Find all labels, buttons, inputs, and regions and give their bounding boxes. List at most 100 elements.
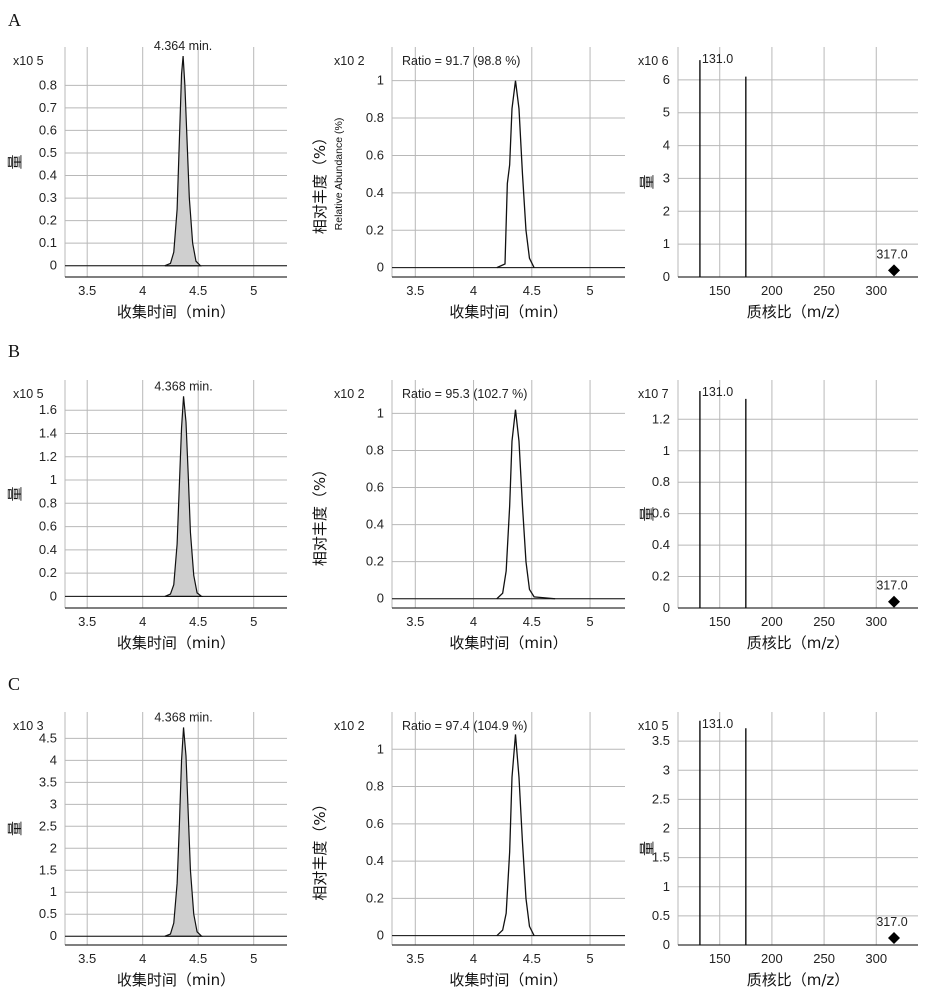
peak-label-317: 317.0: [876, 915, 907, 929]
peak-apex-label: 4.364 min.: [154, 39, 212, 53]
y-tick-label: 1: [377, 405, 384, 420]
y-exponent: x10 2: [334, 719, 365, 733]
peak-apex-label: 4.368 min.: [154, 379, 212, 393]
x-tick-label: 250: [813, 951, 835, 966]
x-tick-label: 300: [865, 951, 887, 966]
y-tick-label: 0.8: [652, 474, 670, 489]
y-axis-title: 量: [6, 821, 24, 836]
precursor-marker: [888, 264, 900, 277]
ratio-label: Ratio = 97.4 (104.9 %): [402, 719, 527, 733]
y-tick-label: 0.4: [366, 853, 384, 868]
y-tick-label: 0: [50, 588, 57, 603]
ratio-plot: 3.5 4 4.5 5 0 0.2 0.4 0.6 0.8 1 Ratio = 95.3 (102.…: [311, 380, 625, 652]
y-exponent: x10 5: [13, 387, 44, 401]
y-tick-label: 3.5: [39, 774, 57, 789]
y-tick-label: 0.6: [366, 816, 384, 831]
x-tick-label: 3.5: [78, 283, 96, 298]
y-axis-title: 量: [638, 506, 656, 521]
y-axis-title: 相对丰度（%）: [311, 462, 329, 566]
y-exponent: x10 3: [13, 719, 44, 733]
y-tick-label: 4: [50, 752, 57, 767]
ratio-plot: 3.5 4 4.5 5 0 0.2 0.4 0.6 0.8 1 Ratio = 97.4 (104.…: [311, 712, 625, 989]
y-tick-label: 0.4: [366, 517, 384, 532]
x-tick-label: 150: [709, 614, 731, 629]
x-tick-label: 300: [865, 614, 887, 629]
y-tick-label: 3: [663, 170, 670, 185]
chromatogram: 3.5 4 4.5 5 0 0.5 1 1.5 2 2.5 3 3.5 4 4.5 4.368 min. x1…: [6, 710, 287, 989]
y-tick-label: 1.6: [39, 402, 57, 417]
y-tick-label: 0.4: [39, 542, 57, 557]
ratio-trace: [496, 734, 535, 937]
x-axis-title: 收集时间（min）: [117, 303, 235, 321]
peak-label-317: 317.0: [876, 579, 907, 593]
y-tick-label: 0: [377, 928, 384, 943]
y-tick-label: 2: [50, 840, 57, 855]
ratio-label: Ratio = 91.7 (98.8 %): [402, 54, 520, 68]
y-tick-label: 0: [663, 600, 670, 615]
x-tick-label: 4.5: [523, 283, 541, 298]
x-tick-label: 5: [586, 614, 593, 629]
x-tick-label: 3.5: [78, 614, 96, 629]
x-tick-label: 4: [470, 951, 477, 966]
y-tick-label: 0.8: [366, 442, 384, 457]
y-tick-label: 0.6: [652, 506, 670, 521]
chromatogram: 3.5 4 4.5 5 0 0.1 0.2 0.3 0.4 0.5 0.6 0.7 0.8 4.364 m…: [6, 39, 287, 321]
panel-label: B: [8, 341, 20, 361]
y-tick-label: 3.5: [652, 733, 670, 748]
chart-root: A 3.5 4 4.5 5 0 0.1 0.2 0.3 0.4 0.5 0.6 0.7 0.8 4.364 …: [6, 10, 918, 989]
x-tick-label: 5: [250, 283, 257, 298]
y-tick-label: 2: [663, 821, 670, 836]
x-tick-label: 5: [250, 614, 257, 629]
ratio-plot: 3.5 4 4.5 5 0 0.2 0.4 0.6 0.8 1 Ratio = 91.7 (98.8…: [311, 47, 625, 321]
y-tick-label: 0: [50, 258, 57, 273]
x-tick-label: 4: [470, 283, 477, 298]
y-tick-label: 0.3: [39, 190, 57, 205]
y-axis-title: 量: [6, 486, 24, 501]
y-exponent: x10 2: [334, 54, 365, 68]
x-axis-title: 收集时间（min）: [449, 303, 567, 321]
y-tick-label: 0.4: [652, 537, 670, 552]
y-tick-label: 0.8: [366, 779, 384, 794]
peak-area: [164, 396, 204, 597]
y-axis-title: 量: [638, 174, 656, 189]
peak-area: [164, 727, 203, 937]
x-tick-label: 4: [139, 614, 146, 629]
x-axis-title: 质核比（m/z）: [747, 971, 850, 989]
y-exponent: x10 5: [638, 719, 669, 733]
panel-c: C 3.5 4 4.5 5 0 0.5 1 1.5 2 2.5 3 3.5 4 4.5 4.368 min. x…: [6, 674, 918, 989]
y-tick-label: 0.4: [366, 185, 384, 200]
panel-label: C: [8, 674, 20, 694]
y-tick-label: 0.8: [366, 110, 384, 125]
y-tick-label: 0.5: [652, 908, 670, 923]
y-tick-label: 2: [663, 203, 670, 218]
x-tick-label: 4.5: [189, 283, 207, 298]
x-tick-label: 4: [470, 614, 477, 629]
y-axis-title: 量: [638, 841, 656, 856]
y-tick-label: 1.5: [39, 862, 57, 877]
y-tick-label: 4.5: [39, 730, 57, 745]
y-tick-label: 0: [663, 937, 670, 952]
chromatogram: 3.5 4 4.5 5 0 0.2 0.4 0.6 0.8 1 1.2 1.4 1.6 4.368 min…: [6, 379, 287, 652]
y-tick-label: 0.7: [39, 100, 57, 115]
peak-label-131: 131.0: [702, 717, 733, 731]
x-axis-title: 收集时间（min）: [117, 971, 235, 989]
x-tick-label: 200: [761, 951, 783, 966]
panel-a: A 3.5 4 4.5 5 0 0.1 0.2 0.3 0.4 0.5 0.6 0.7 0.8 4.364 …: [6, 10, 918, 321]
y-tick-label: 3: [663, 762, 670, 777]
y-tick-label: 0.6: [39, 519, 57, 534]
x-axis-title: 收集时间（min）: [117, 634, 235, 652]
x-tick-label: 5: [586, 951, 593, 966]
y-axis-title: 相对丰度（%）: [311, 130, 329, 234]
ratio-label: Ratio = 95.3 (102.7 %): [402, 387, 527, 401]
y-tick-label: 0: [377, 591, 384, 606]
x-tick-label: 3.5: [78, 951, 96, 966]
y-tick-label: 0.2: [366, 554, 384, 569]
x-axis-title: 收集时间（min）: [449, 634, 567, 652]
x-tick-label: 150: [709, 283, 731, 298]
y-exponent: x10 5: [13, 54, 44, 68]
y-tick-label: 6: [663, 72, 670, 87]
y-exponent: x10 6: [638, 54, 669, 68]
y-tick-label: 1.4: [39, 426, 57, 441]
y-tick-label: 1: [663, 236, 670, 251]
y-tick-label: 0.2: [39, 213, 57, 228]
